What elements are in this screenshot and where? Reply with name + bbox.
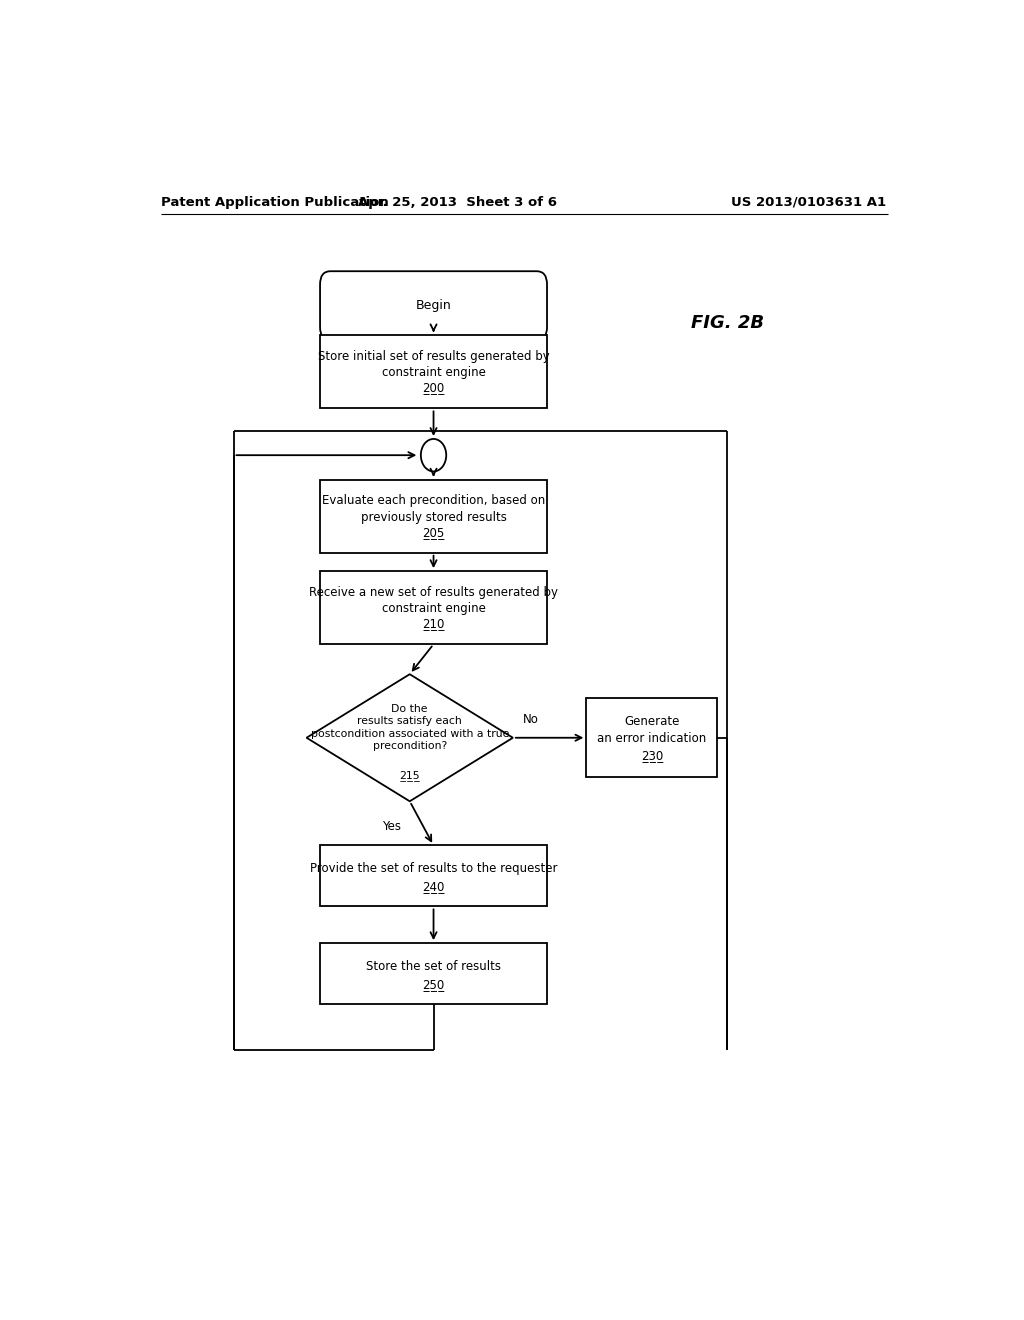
Polygon shape <box>306 675 513 801</box>
Bar <box>587 698 717 777</box>
Text: 2̲5̲0̲: 2̲5̲0̲ <box>423 978 444 991</box>
Text: 2̲1̲5̲: 2̲1̲5̲ <box>399 771 420 781</box>
Text: Evaluate each precondition, based on
previously stored results: Evaluate each precondition, based on pre… <box>322 494 545 524</box>
Text: Do the
results satisfy each
postcondition associated with a true
precondition?: Do the results satisfy each postconditio… <box>310 704 509 751</box>
Text: 2̲4̲0̲: 2̲4̲0̲ <box>422 880 444 894</box>
Text: Yes: Yes <box>382 820 401 833</box>
Text: Store the set of results: Store the set of results <box>366 960 501 973</box>
Bar <box>321 572 547 644</box>
Text: 2̲3̲0̲: 2̲3̲0̲ <box>641 748 663 762</box>
Circle shape <box>421 440 446 471</box>
Text: FIG. 2B: FIG. 2B <box>691 314 765 333</box>
Text: Apr. 25, 2013  Sheet 3 of 6: Apr. 25, 2013 Sheet 3 of 6 <box>357 195 557 209</box>
Text: Receive a new set of results generated by
constraint engine: Receive a new set of results generated b… <box>309 586 558 615</box>
Bar <box>321 335 547 408</box>
Bar <box>321 846 547 907</box>
Text: Patent Application Publication: Patent Application Publication <box>162 195 389 209</box>
Text: Generate
an error indication: Generate an error indication <box>597 715 707 744</box>
Text: No: No <box>522 713 539 726</box>
Text: US 2013/0103631 A1: US 2013/0103631 A1 <box>731 195 886 209</box>
Text: 2̲0̲5̲: 2̲0̲5̲ <box>423 525 444 539</box>
FancyBboxPatch shape <box>321 271 547 341</box>
Text: 2̲0̲0̲: 2̲0̲0̲ <box>423 381 444 395</box>
Text: Store initial set of results generated by
constraint engine: Store initial set of results generated b… <box>317 350 550 379</box>
Bar <box>321 479 547 553</box>
Bar <box>321 942 547 1005</box>
Text: Begin: Begin <box>416 300 452 313</box>
Text: 2̲1̲0̲: 2̲1̲0̲ <box>422 618 444 630</box>
Text: Provide the set of results to the requester: Provide the set of results to the reques… <box>310 862 557 875</box>
